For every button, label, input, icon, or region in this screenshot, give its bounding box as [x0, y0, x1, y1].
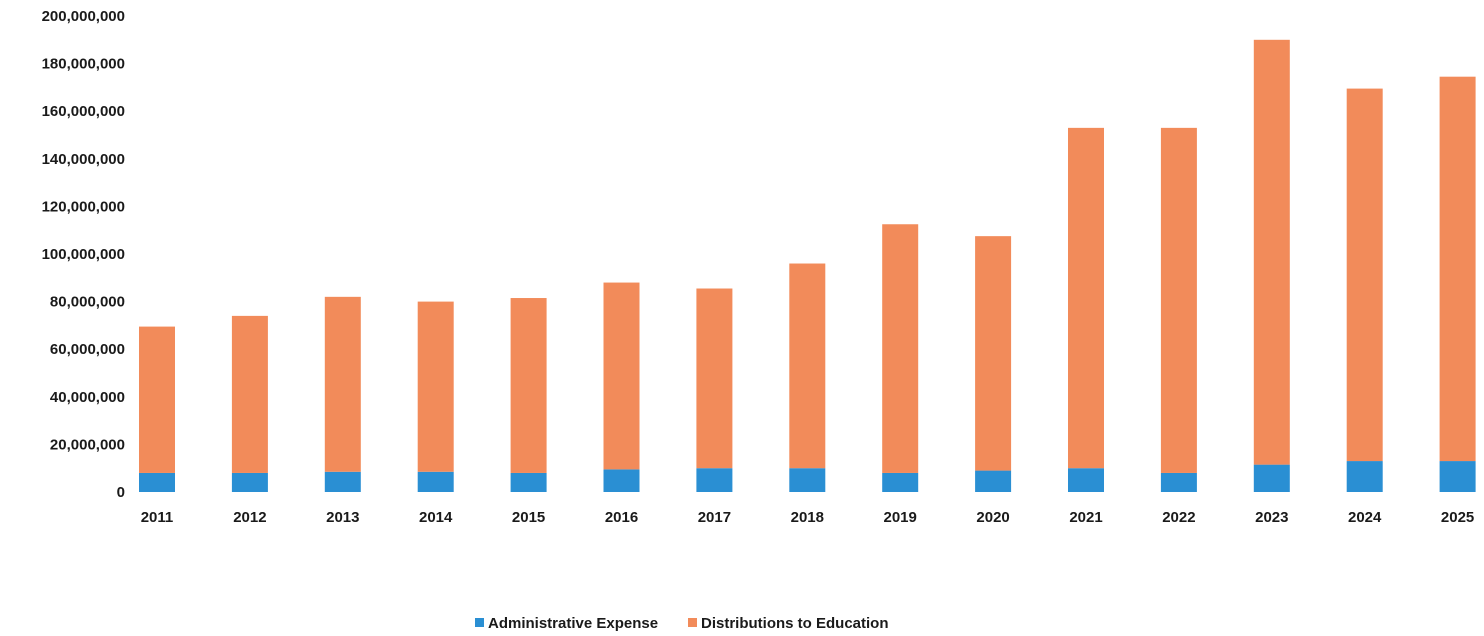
bar-segment-distributions-to-education: [696, 288, 733, 469]
bar-segment-administrative-expense: [1160, 472, 1197, 492]
legend: Administrative Expense Distributions to E…: [475, 615, 889, 632]
bar-segment-administrative-expense: [975, 470, 1012, 492]
bar-segment-distributions-to-education: [789, 263, 826, 469]
bar-segment-administrative-expense: [324, 471, 361, 492]
x-tick-label: 2019: [884, 509, 917, 526]
x-tick-label: 2012: [233, 509, 266, 526]
x-tick-label: 2021: [1069, 509, 1102, 526]
x-tick-label: 2017: [698, 509, 731, 526]
y-tick-label: 120,000,000: [42, 198, 125, 215]
bar-segment-distributions-to-education: [975, 236, 1012, 471]
x-tick-label: 2024: [1348, 509, 1382, 526]
y-tick-label: 200,000,000: [42, 8, 125, 25]
x-tick-label: 2016: [605, 509, 638, 526]
bar-segment-administrative-expense: [789, 468, 826, 492]
x-tick-label: 2020: [976, 509, 1009, 526]
y-tick-label: 40,000,000: [50, 389, 125, 406]
bar-segment-distributions-to-education: [510, 298, 547, 473]
legend-label: Administrative Expense: [488, 615, 658, 632]
y-tick-label: 0: [117, 484, 125, 501]
y-tick-label: 20,000,000: [50, 436, 125, 453]
x-tick-label: 2011: [141, 509, 174, 526]
y-tick-label: 180,000,000: [42, 56, 125, 73]
bar-segment-distributions-to-education: [1439, 76, 1476, 462]
legend-label: Distributions to Education: [701, 615, 889, 632]
bar-segment-distributions-to-education: [1160, 127, 1197, 473]
bar-segment-administrative-expense: [603, 469, 640, 492]
bar-segment-distributions-to-education: [603, 282, 640, 470]
bar-segment-administrative-expense: [510, 472, 547, 492]
bar-segment-distributions-to-education: [1346, 88, 1383, 462]
legend-swatch: [475, 618, 484, 627]
bar-segment-distributions-to-education: [882, 224, 919, 473]
bar-segment-administrative-expense: [1253, 464, 1290, 492]
y-tick-label: 140,000,000: [42, 151, 125, 168]
x-tick-label: 2025: [1441, 509, 1474, 526]
x-tick-label: 2023: [1255, 509, 1288, 526]
bar-segment-administrative-expense: [1439, 461, 1476, 492]
bar-segment-administrative-expense: [1346, 461, 1383, 492]
x-tick-label: 2014: [419, 509, 453, 526]
bar-segment-administrative-expense: [231, 472, 268, 492]
x-tick-label: 2022: [1162, 509, 1195, 526]
bar-segment-administrative-expense: [417, 471, 454, 492]
bar-segment-administrative-expense: [696, 468, 733, 492]
bar-segment-administrative-expense: [1068, 468, 1104, 492]
y-tick-label: 60,000,000: [50, 341, 125, 358]
bar-segment-administrative-expense: [139, 472, 175, 492]
bars: [139, 39, 1476, 492]
x-axis: 2011 2012 2013 2014 2015 2016 2017 2018 2019 2020…: [141, 509, 1475, 526]
y-tick-label: 160,000,000: [42, 103, 125, 120]
bar-segment-administrative-expense: [882, 472, 919, 492]
bar-segment-distributions-to-education: [417, 301, 454, 472]
bar-segment-distributions-to-education: [1068, 127, 1104, 469]
bar-segment-distributions-to-education: [324, 296, 361, 472]
x-tick-label: 2013: [326, 509, 359, 526]
y-axis: 0 20,000,000 40,000,000 60,000,000 80,000,00…: [42, 8, 125, 501]
y-tick-label: 80,000,000: [50, 294, 125, 311]
legend-swatch: [688, 618, 697, 627]
bar-segment-distributions-to-education: [1253, 39, 1290, 465]
x-tick-label: 2015: [512, 509, 545, 526]
bar-segment-distributions-to-education: [139, 326, 175, 473]
y-tick-label: 100,000,000: [42, 246, 125, 263]
bar-segment-distributions-to-education: [231, 315, 268, 473]
x-tick-label: 2018: [791, 509, 824, 526]
